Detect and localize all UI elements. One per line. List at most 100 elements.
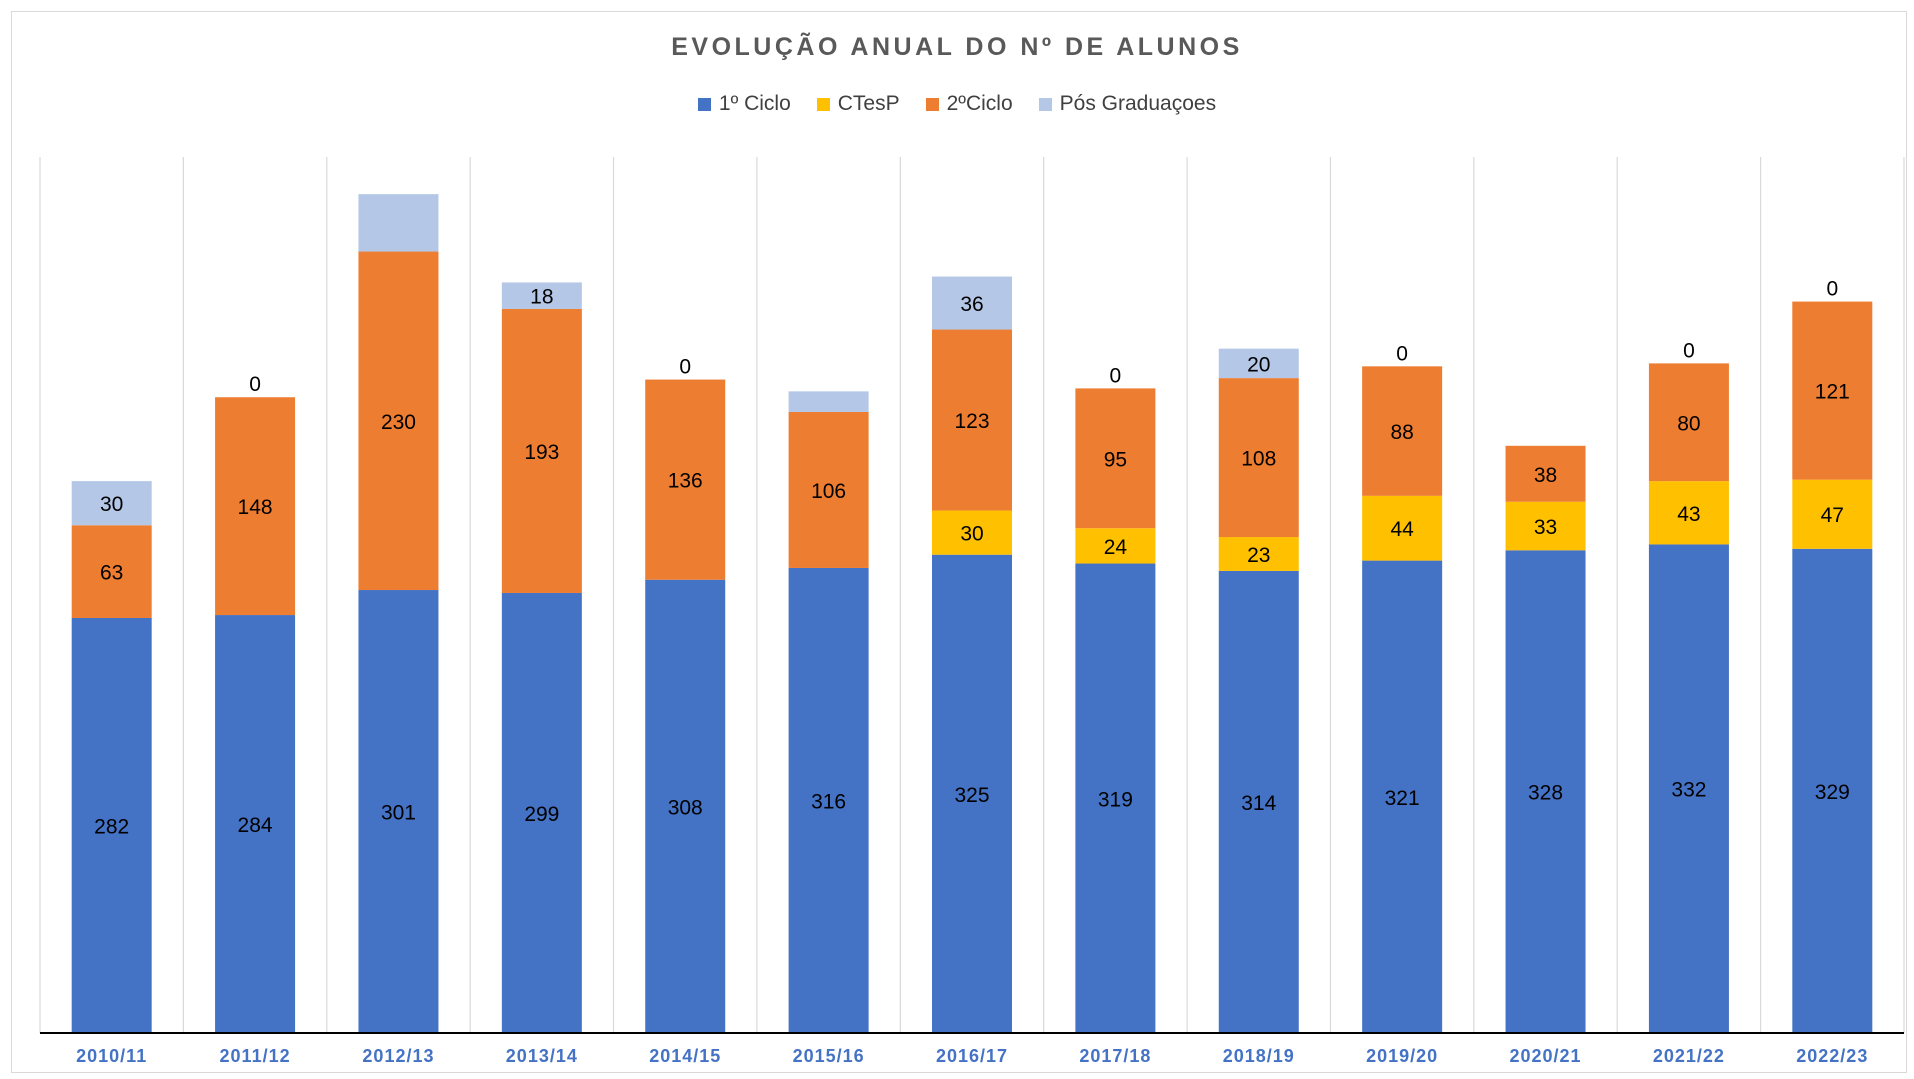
bar-segment-1-ciclo [788,567,869,1033]
data-label: 0 [249,373,261,396]
x-tick-label: 2012/13 [362,1046,434,1066]
bar-segment-2-ciclo [215,397,296,616]
data-label: 38 [1534,464,1557,487]
x-tick-label: 2022/23 [1796,1046,1868,1066]
x-tick-label: 2020/21 [1509,1046,1581,1066]
data-label: 319 [1098,788,1133,811]
data-label: 108 [1241,448,1276,471]
data-label: 30 [960,523,983,546]
bar-segment-p-s-gradua-oes [358,194,439,252]
data-label: 88 [1390,421,1413,444]
x-tick-label: 2018/19 [1223,1046,1295,1066]
legend-swatch [816,97,830,111]
legend-swatch [925,97,939,111]
data-label: 106 [811,480,846,503]
bar-segment-ctesp [1792,479,1873,549]
bar-segment-1-ciclo [358,590,439,1033]
bar-segment-2-ciclo [1505,445,1586,502]
bar-segment-1-ciclo [1505,550,1586,1033]
data-label: 63 [100,562,123,585]
data-label: 24 [1104,536,1128,559]
data-label: 121 [1815,381,1850,404]
data-label: 0 [1396,342,1408,365]
bar-segment-ctesp [1075,528,1156,564]
data-label: 20 [1247,353,1270,376]
bar-segment-ctesp [1218,537,1299,571]
bar-segment-2-ciclo [1075,388,1156,529]
data-label: 328 [1528,782,1563,805]
bar-segment-2-ciclo [1648,363,1729,482]
x-tick-label: 2011/12 [220,1046,291,1066]
bar-segment-1-ciclo [215,615,296,1033]
data-label: 193 [524,441,559,464]
data-label: 0 [1683,339,1695,362]
x-tick-label: 2019/20 [1366,1046,1438,1066]
bar-segment-p-s-gradua-oes [501,282,582,309]
bar-segment-1-ciclo [501,592,582,1033]
x-tick-label: 2016/17 [936,1046,1008,1066]
bar-segment-2-ciclo [1792,301,1873,480]
data-label: 43 [1677,503,1700,526]
bar-segment-1-ciclo [1792,548,1873,1033]
bar-segment-ctesp [1505,501,1586,551]
data-label: 282 [94,815,129,838]
chart-title: EVOLUÇÃO ANUAL DO Nº DE ALUNOS [671,33,1243,61]
legend-label: CTesP [837,92,900,115]
data-label: 80 [1677,412,1700,435]
data-label: 284 [238,814,273,837]
bar-segment-2-ciclo [645,379,726,580]
data-label: 321 [1385,787,1420,810]
legend-item: 1º Ciclo [697,92,791,116]
x-tick-label: 2021/22 [1653,1046,1725,1066]
bar-segment-ctesp [1648,481,1729,545]
data-label: 316 [811,790,846,813]
bar-segment-2-ciclo [1362,366,1443,496]
data-label: 36 [960,293,983,316]
bar-segment-p-s-gradua-oes [71,481,152,526]
data-label: 308 [668,796,703,819]
bar-segment-2-ciclo [71,525,152,618]
data-label: 329 [1815,781,1850,804]
legend-swatch [1038,97,1052,111]
bar-segment-1-ciclo [645,579,726,1033]
data-label: 0 [1110,364,1122,387]
data-label: 299 [524,803,559,826]
bar-segment-1-ciclo [1075,563,1156,1033]
legend-item: CTesP [816,92,900,116]
data-label: 0 [1826,278,1838,301]
data-label: 44 [1390,518,1414,541]
data-label: 332 [1671,779,1706,802]
bar-segment-p-s-gradua-oes [932,276,1012,330]
chart-legend: 1º Ciclo CTesP 2ºCiclo Pós Graduaçoes [0,92,1914,116]
data-label: 33 [1534,516,1557,539]
bar-segment-1-ciclo [1362,560,1443,1033]
data-label: 0 [679,356,691,379]
bar-segment-1-ciclo [932,554,1012,1033]
bar-segment-2-ciclo [1218,378,1299,538]
legend-swatch [697,97,711,111]
legend-label: Pós Graduaçoes [1059,92,1217,115]
data-label: 314 [1241,792,1276,815]
data-label: 30 [100,493,123,516]
x-tick-label: 2015/16 [793,1046,865,1066]
bar-segment-1-ciclo [1648,544,1729,1033]
bar-segment-ctesp [932,510,1012,555]
legend-item: 2ºCiclo [925,92,1013,116]
data-label: 47 [1821,504,1844,527]
x-tick-label: 2017/18 [1079,1046,1151,1066]
data-label: 325 [954,784,989,807]
bar-segment-p-s-gradua-oes [1218,348,1299,379]
bar-segment-2-ciclo [788,411,869,568]
bar-segment-2-ciclo [932,329,1012,511]
data-label: 123 [954,410,989,433]
bar-segment-2-ciclo [358,251,439,591]
x-tick-label: 2013/14 [506,1046,578,1066]
data-label: 18 [530,286,553,309]
legend-label: 2ºCiclo [946,92,1013,115]
bar-segment-p-s-gradua-oes [788,391,869,412]
data-label: 23 [1247,544,1270,567]
data-label: 148 [238,496,273,519]
data-label: 301 [381,802,416,825]
legend-item: Pós Graduaçoes [1038,92,1217,116]
